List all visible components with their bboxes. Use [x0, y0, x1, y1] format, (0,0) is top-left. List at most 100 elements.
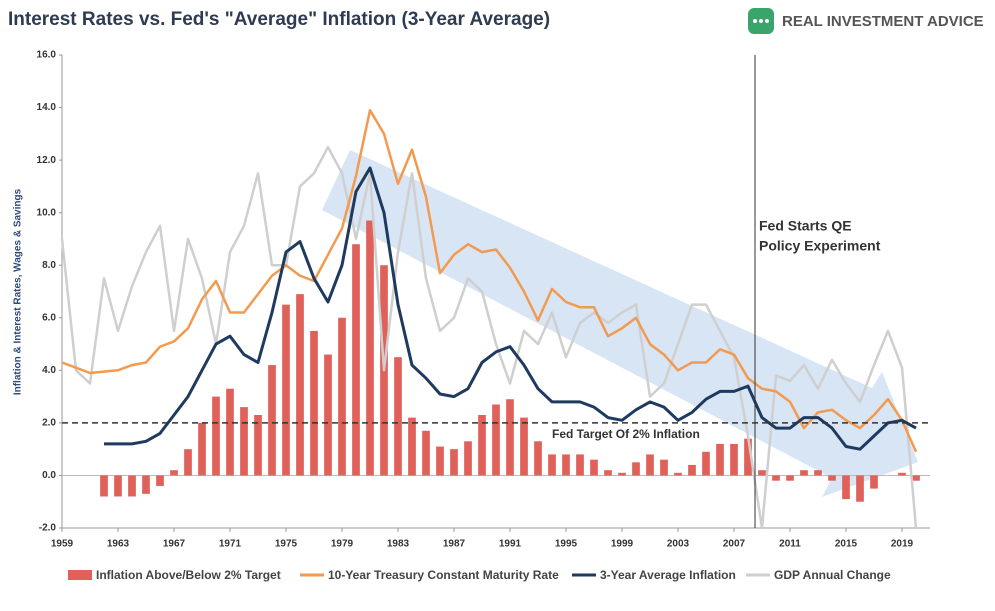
bar	[128, 475, 136, 497]
x-tick-label: 2019	[891, 539, 914, 550]
bar	[324, 354, 332, 476]
legend-swatch	[68, 570, 92, 580]
bar	[170, 470, 178, 476]
bar	[618, 472, 626, 476]
y-axis-label: Inflation & Interest Rates, Wages & Savi…	[13, 188, 24, 395]
logo-dot	[765, 19, 769, 23]
bar	[184, 449, 192, 476]
bar	[506, 399, 514, 476]
bar	[688, 464, 696, 476]
bar	[142, 475, 150, 494]
bar	[590, 459, 598, 476]
bar	[744, 438, 752, 476]
bar	[632, 462, 640, 476]
logo-dot	[759, 19, 763, 23]
bar	[156, 475, 164, 486]
bar	[898, 472, 906, 476]
x-tick-label: 1991	[499, 539, 522, 550]
x-tick-label: 1959	[51, 539, 74, 550]
bar	[240, 407, 248, 476]
bar	[786, 475, 794, 481]
y-tick-label: 2.0	[42, 418, 56, 429]
legend-label: 3-Year Average Inflation	[600, 568, 736, 582]
target-label: Fed Target Of 2% Inflation	[552, 427, 700, 441]
bar	[534, 441, 542, 476]
bar	[464, 441, 472, 476]
y-tick-label: 12.0	[37, 155, 57, 166]
bar	[828, 475, 836, 481]
qe-label: Policy Experiment	[759, 238, 881, 254]
x-tick-label: 1971	[219, 539, 242, 550]
legend-label: GDP Annual Change	[774, 568, 891, 582]
legend-label: Inflation Above/Below 2% Target	[96, 568, 281, 582]
bar	[212, 396, 220, 476]
bar	[520, 417, 528, 476]
y-tick-label: 16.0	[37, 50, 57, 61]
bar	[716, 443, 724, 476]
bar	[576, 454, 584, 476]
bar	[856, 475, 864, 502]
x-tick-label: 1975	[275, 539, 298, 550]
x-tick-label: 2007	[723, 539, 746, 550]
legend-label: 10-Year Treasury Constant Maturity Rate	[328, 568, 559, 582]
bar	[100, 475, 108, 497]
trend-arrow	[322, 150, 918, 497]
chart-title: Interest Rates vs. Fed's "Average" Infla…	[8, 9, 550, 30]
x-tick-label: 1979	[331, 539, 354, 550]
bar	[912, 475, 920, 481]
bar	[352, 244, 360, 476]
bar	[394, 357, 402, 476]
bar	[646, 454, 654, 476]
bar	[604, 470, 612, 476]
bar	[422, 430, 430, 476]
x-tick-label: 2003	[667, 539, 690, 550]
x-tick-label: 2011	[779, 539, 801, 550]
bar	[730, 443, 738, 476]
y-tick-label: 10.0	[37, 207, 57, 218]
y-tick-label: 8.0	[42, 260, 56, 271]
bar	[660, 459, 668, 476]
bar	[478, 415, 486, 476]
bar	[772, 475, 780, 481]
bar	[870, 475, 878, 489]
y-tick-label: -2.0	[39, 523, 57, 534]
bar	[114, 475, 122, 497]
x-tick-label: 1987	[443, 539, 466, 550]
bar	[226, 388, 234, 476]
y-tick-label: 6.0	[42, 312, 56, 323]
y-tick-label: 4.0	[42, 365, 56, 376]
y-tick-label: 0.0	[42, 470, 56, 481]
bar	[282, 304, 290, 476]
bar	[814, 470, 822, 476]
bar	[198, 422, 206, 476]
bar	[436, 446, 444, 476]
x-tick-label: 1999	[611, 539, 634, 550]
bar	[674, 472, 682, 476]
y-tick-label: 14.0	[37, 102, 57, 113]
brand: REAL INVESTMENT ADVICE	[782, 13, 984, 30]
series-line	[61, 108, 918, 453]
x-tick-label: 1983	[387, 539, 410, 550]
bar	[492, 404, 500, 476]
logo: REAL INVESTMENT ADVICE	[748, 8, 984, 34]
bar	[758, 470, 766, 476]
bar	[254, 415, 262, 476]
bar	[702, 451, 710, 476]
x-tick-label: 1995	[555, 539, 578, 550]
x-tick-label: 1967	[163, 539, 186, 550]
bar	[310, 330, 318, 476]
x-tick-label: 2015	[835, 539, 858, 550]
bar	[338, 317, 346, 476]
bar	[800, 470, 808, 476]
logo-dot	[753, 19, 757, 23]
bar	[268, 365, 276, 476]
x-tick-label: 1963	[107, 539, 130, 550]
bar	[296, 294, 304, 476]
series-line	[60, 145, 918, 530]
bar	[842, 475, 850, 500]
bar	[450, 449, 458, 476]
series-line	[104, 166, 917, 451]
qe-label: Fed Starts QE	[759, 218, 852, 234]
bar	[548, 454, 556, 476]
